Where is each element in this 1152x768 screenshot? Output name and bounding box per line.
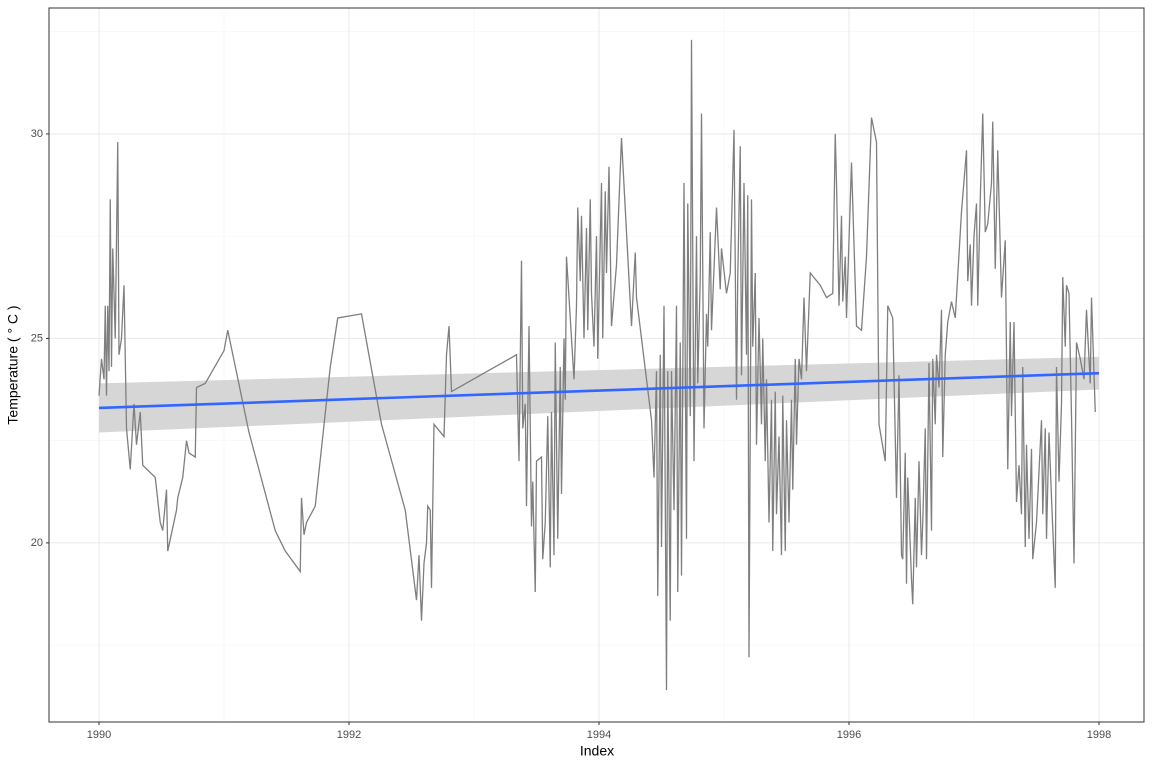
y-tick-label: 25 [31,332,43,344]
confidence-band [99,356,1099,433]
y-axis-title: Temperature ( ° C ) [5,305,21,424]
x-tick-label: 1994 [587,729,611,741]
y-tick-label: 20 [31,537,43,549]
trend-line [98,371,1100,410]
y-tick-label: 30 [31,128,43,140]
x-axis-title: Index [580,743,614,759]
plot-border [48,7,1145,723]
x-tick-label: 1996 [837,729,861,741]
x-tick-label: 1992 [337,729,361,741]
x-tick-label: 1990 [87,729,111,741]
x-tick-label: 1998 [1087,729,1111,741]
temperature-line [98,39,1096,691]
